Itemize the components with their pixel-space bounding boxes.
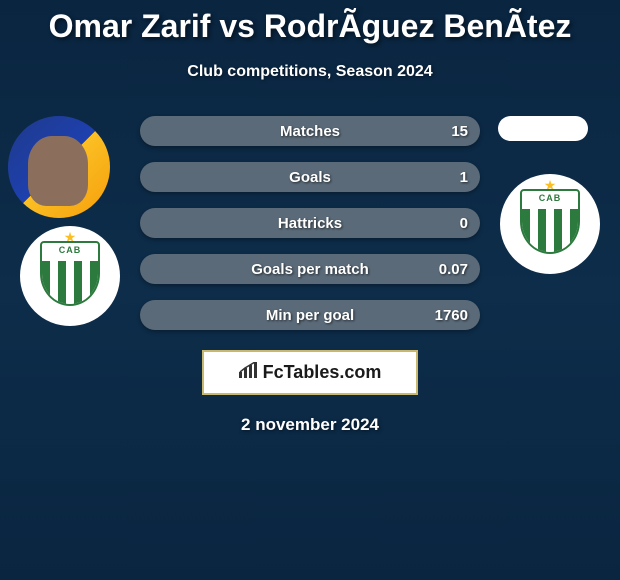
- page-title: Omar Zarif vs RodrÃ­guez BenÃ­tez: [0, 0, 620, 45]
- site-logo-box[interactable]: FcTables.com: [202, 350, 418, 395]
- stat-row-goals-per-match: Goals per match 0.07: [140, 254, 480, 284]
- comparison-content: ★ CAB ★ CAB Matches 15 Goals 1: [0, 116, 620, 435]
- stat-label: Hattricks: [278, 215, 342, 232]
- shield-stripes: [42, 261, 98, 304]
- player-right-avatar: [498, 116, 588, 141]
- comparison-date: 2 november 2024: [0, 415, 620, 435]
- page-subtitle: Club competitions, Season 2024: [0, 63, 620, 81]
- stat-label: Matches: [280, 123, 340, 140]
- shield-shape: CAB: [520, 189, 580, 254]
- player-left-photo: [8, 116, 110, 218]
- club-badge-right: ★ CAB: [500, 174, 600, 274]
- player-left-avatar: [8, 116, 110, 218]
- stat-label: Min per goal: [266, 307, 354, 324]
- shield-text: CAB: [42, 245, 98, 259]
- stat-row-min-per-goal: Min per goal 1760: [140, 300, 480, 330]
- shield-text: CAB: [522, 193, 578, 207]
- stat-value-right: 0: [460, 215, 468, 232]
- stat-row-matches: Matches 15: [140, 116, 480, 146]
- club-badge-left: ★ CAB: [20, 226, 120, 326]
- chart-icon: [239, 362, 259, 383]
- player-face-shape: [28, 136, 88, 206]
- stat-label: Goals: [289, 169, 331, 186]
- stat-value-right: 1760: [435, 307, 468, 324]
- shield-shape: CAB: [40, 241, 100, 306]
- stat-row-goals: Goals 1: [140, 162, 480, 192]
- stat-value-right: 1: [460, 169, 468, 186]
- stat-row-hattricks: Hattricks 0: [140, 208, 480, 238]
- shield-stripes: [522, 209, 578, 252]
- club-shield-left: ★ CAB: [35, 241, 105, 311]
- stat-label: Goals per match: [251, 261, 369, 278]
- stat-value-right: 15: [451, 123, 468, 140]
- site-logo-text: FcTables.com: [263, 362, 382, 383]
- club-shield-right: ★ CAB: [515, 189, 585, 259]
- stats-container: Matches 15 Goals 1 Hattricks 0 Goals per…: [140, 116, 480, 330]
- stat-value-right: 0.07: [439, 261, 468, 278]
